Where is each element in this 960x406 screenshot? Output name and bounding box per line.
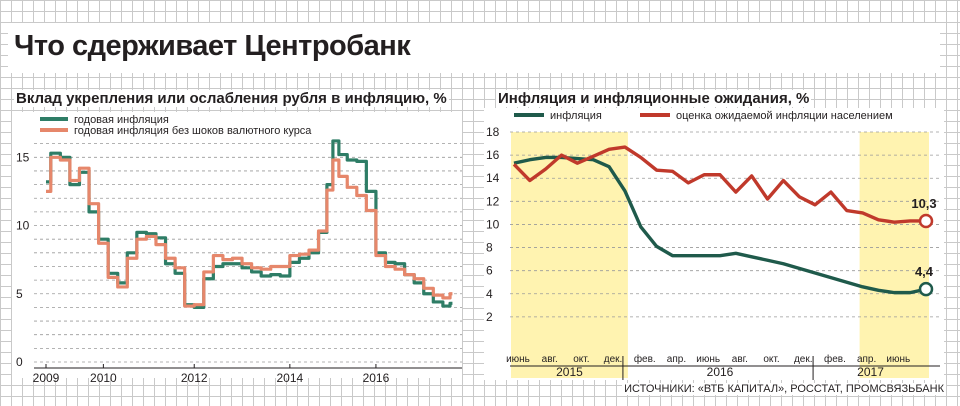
- left-y-tick: 15: [16, 150, 30, 164]
- right-x-tick: июнь: [696, 354, 720, 365]
- series-line-inflation-no-fx: [46, 155, 453, 308]
- legend-label: оценка ожидаемой инфляции населением: [676, 110, 893, 122]
- legend-label: инфляция: [550, 110, 602, 122]
- left-y-tick: 10: [16, 219, 30, 233]
- left-x-tick: 2009: [33, 371, 60, 385]
- right-y-tick: 12: [486, 194, 500, 208]
- left-x-tick: 2014: [277, 371, 304, 385]
- source-note: ИСТОЧНИКИ: «ВТБ КАПИТАЛ», РОССТАТ, ПРОМС…: [622, 383, 946, 395]
- left-x-tick: 2010: [90, 371, 117, 385]
- series-line-inflation: [513, 155, 927, 295]
- right-x-tick: авг.: [732, 354, 748, 365]
- right-y-tick: 6: [486, 264, 493, 278]
- right-y-tick: 10: [486, 217, 500, 231]
- page-title: Что сдерживает Центробанк: [14, 30, 411, 62]
- right-x-tick: июнь: [886, 354, 910, 365]
- highlight-band: [859, 132, 929, 378]
- right-y-tick: 4: [486, 287, 493, 301]
- right-x-tick: дек.: [794, 354, 813, 365]
- left-y-tick: 5: [16, 287, 23, 301]
- right-x-tick: фев.: [824, 353, 846, 365]
- left-x-tick: 2016: [363, 371, 390, 385]
- right-year-label: 2015: [556, 365, 583, 379]
- left-x-tick: 2012: [181, 371, 208, 385]
- legend-label: годовая инфляция: [74, 114, 169, 126]
- legend-label: годовая инфляция без шоков валютного кур…: [74, 125, 312, 137]
- right-x-tick: июнь: [506, 354, 530, 365]
- right-x-tick: авг.: [542, 354, 558, 365]
- title-box: [8, 23, 940, 73]
- right-y-tick: 8: [486, 241, 493, 255]
- left-chart: 0 5 10 15 2009 2010 2012 2014 2016 годовая инфляц…: [12, 112, 462, 385]
- right-x-tick: апр.: [857, 354, 876, 365]
- right-y-tick: 18: [486, 125, 500, 139]
- right-x-tick: фев.: [634, 353, 656, 365]
- right-x-tick: окт.: [573, 354, 589, 365]
- end-value-label: 10,3: [911, 196, 936, 211]
- end-marker: [918, 213, 934, 229]
- right-y-tick: 2: [486, 310, 493, 324]
- end-marker: [918, 281, 934, 297]
- left-chart-title: Вклад укрепления или ослабления рубля в …: [14, 90, 449, 107]
- right-year-label: 2016: [707, 365, 734, 379]
- right-year-label: 2017: [857, 365, 884, 379]
- right-chart-title: Инфляция и инфляционные ожидания, %: [496, 90, 812, 107]
- right-x-tick: дек.: [604, 354, 623, 365]
- left-plot-area: [12, 112, 462, 378]
- right-y-tick: 14: [486, 171, 500, 185]
- series-line-expected-inflation: [512, 145, 926, 224]
- right-x-tick: окт.: [763, 354, 779, 365]
- right-x-tick: апр.: [667, 354, 686, 365]
- end-value-label: 4,4: [915, 264, 934, 279]
- highlight-band: [511, 132, 628, 378]
- left-y-tick: 0: [16, 355, 23, 369]
- right-y-tick: 16: [486, 148, 500, 162]
